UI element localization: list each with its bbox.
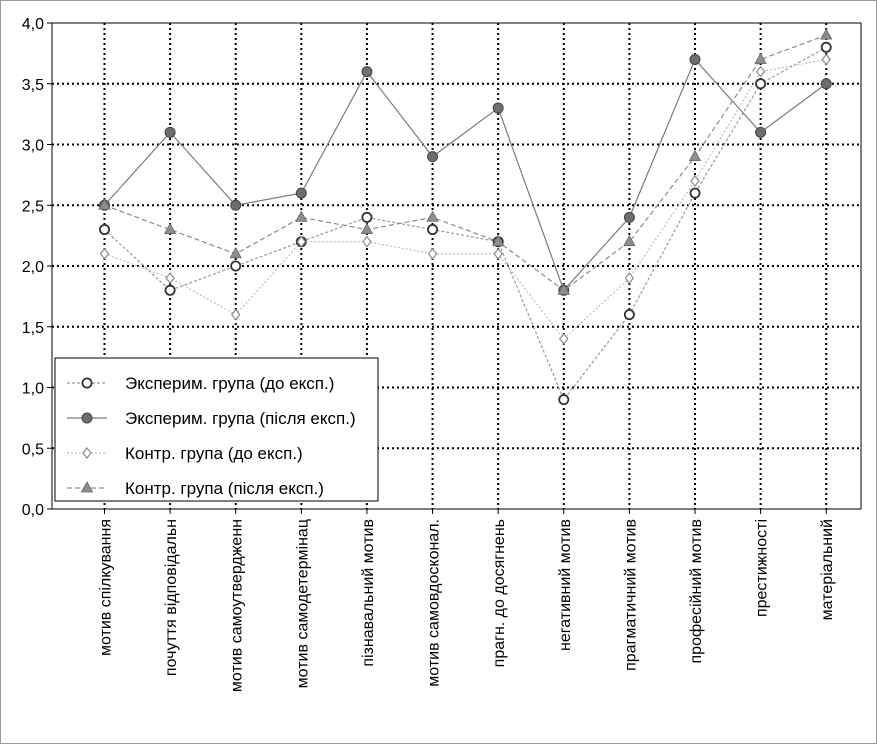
y-tick-label: 3,5 (22, 77, 44, 94)
series-4 (98, 28, 833, 295)
marker-open-circle (164, 284, 176, 296)
marker-filled-triangle (820, 28, 833, 40)
legend-label: Контр. група (до експ.) (125, 444, 303, 463)
legend-label: Эксперим. група (після експ.) (125, 409, 356, 428)
marker-filled-circle (427, 151, 439, 163)
series-line (104, 34, 827, 292)
category-label: прагн. до досягнень (491, 519, 508, 667)
marker-open-diamond (230, 308, 241, 321)
marker-filled-triangle (360, 222, 374, 234)
marker-filled-circle (295, 187, 307, 199)
plot-border (51, 22, 862, 510)
marker-filled-circle (230, 199, 242, 211)
marker-open-circle (689, 187, 701, 199)
y-tick-label: 4,0 (22, 16, 44, 33)
category-label: почуття відповідальн (163, 519, 180, 676)
marker-open-circle (427, 224, 439, 236)
y-tick-label: 1,0 (22, 381, 44, 398)
series-line (104, 58, 827, 292)
marker-filled-triangle (426, 210, 439, 222)
marker-open-diamond (82, 447, 92, 459)
series-layer (98, 28, 833, 406)
marker-open-diamond (493, 247, 503, 260)
y-tick-label: 0,5 (22, 441, 44, 458)
marker-open-diamond (559, 332, 569, 345)
category-label: мотив самоутвердженн (229, 519, 246, 692)
series-1 (98, 41, 832, 406)
category-label: професійний мотив (688, 519, 705, 663)
marker-filled-triangle (80, 481, 94, 493)
series-3 (99, 53, 831, 345)
series-line (104, 46, 827, 401)
marker-filled-circle (164, 126, 176, 138)
marker-open-circle (558, 394, 570, 406)
marker-filled-circle (623, 211, 635, 223)
y-tick-label: 3,0 (22, 138, 44, 155)
y-tick-label: 2,5 (22, 198, 44, 215)
marker-open-circle (755, 78, 767, 90)
marker-filled-triangle (229, 247, 242, 259)
marker-filled-triangle (491, 234, 505, 247)
marker-filled-circle (689, 53, 701, 65)
marker-open-diamond (427, 247, 438, 260)
marker-filled-circle (492, 102, 504, 114)
marker-open-circle (230, 260, 242, 272)
axes: 0,0 0,5 1,0 1,5 2,0 2,5 3,0 3,5 4,0 мотив спілкув… (22, 16, 862, 692)
marker-open-diamond (99, 247, 110, 260)
category-label: мотив самовдосконал. (426, 519, 443, 687)
y-tick-label: 2,0 (22, 259, 44, 276)
category-label: мотив самодетермінац (294, 519, 311, 688)
marker-filled-triangle (754, 52, 767, 64)
marker-open-diamond (624, 272, 635, 285)
marker-filled-circle (820, 78, 832, 90)
marker-filled-triangle (688, 149, 702, 162)
legend-box (54, 357, 379, 502)
marker-filled-triangle (295, 210, 308, 222)
marker-open-circle (820, 41, 832, 53)
marker-filled-circle (361, 66, 373, 78)
marker-open-diamond (690, 174, 700, 187)
marker-open-diamond (165, 272, 175, 285)
category-label: прагматичний мотив (622, 519, 639, 671)
marker-open-circle (81, 377, 93, 389)
y-tick-label: 0,0 (22, 502, 44, 519)
marker-open-circle (623, 309, 635, 321)
marker-filled-triangle (98, 198, 111, 210)
marker-open-diamond (296, 235, 307, 248)
marker-filled-circle (81, 412, 93, 424)
category-label: пізнавальний мотив (360, 519, 377, 667)
marker-open-diamond (821, 53, 831, 66)
category-label: престижності (754, 519, 771, 617)
category-label: матеріальний (819, 519, 836, 620)
category-label: негативний мотив (557, 519, 574, 651)
marker-filled-circle (755, 126, 767, 138)
marker-open-diamond (755, 65, 766, 78)
series-line (104, 58, 827, 340)
legend: Эксперим. група (до експ.) Эксперим. груп… (54, 357, 379, 502)
series-2 (98, 53, 832, 296)
marker-open-circle (98, 224, 110, 236)
marker-filled-triangle (623, 234, 636, 247)
marker-filled-triangle (557, 283, 570, 295)
legend-label: Контр. група (після експ.) (125, 479, 324, 498)
marker-open-circle (361, 211, 373, 223)
category-label: мотив спілкування (97, 519, 114, 656)
legend-label: Эксперим. група (до експ.) (125, 374, 334, 393)
y-tick-label: 1,5 (22, 320, 44, 337)
marker-filled-triangle (163, 222, 177, 234)
marker-open-diamond (362, 235, 372, 248)
